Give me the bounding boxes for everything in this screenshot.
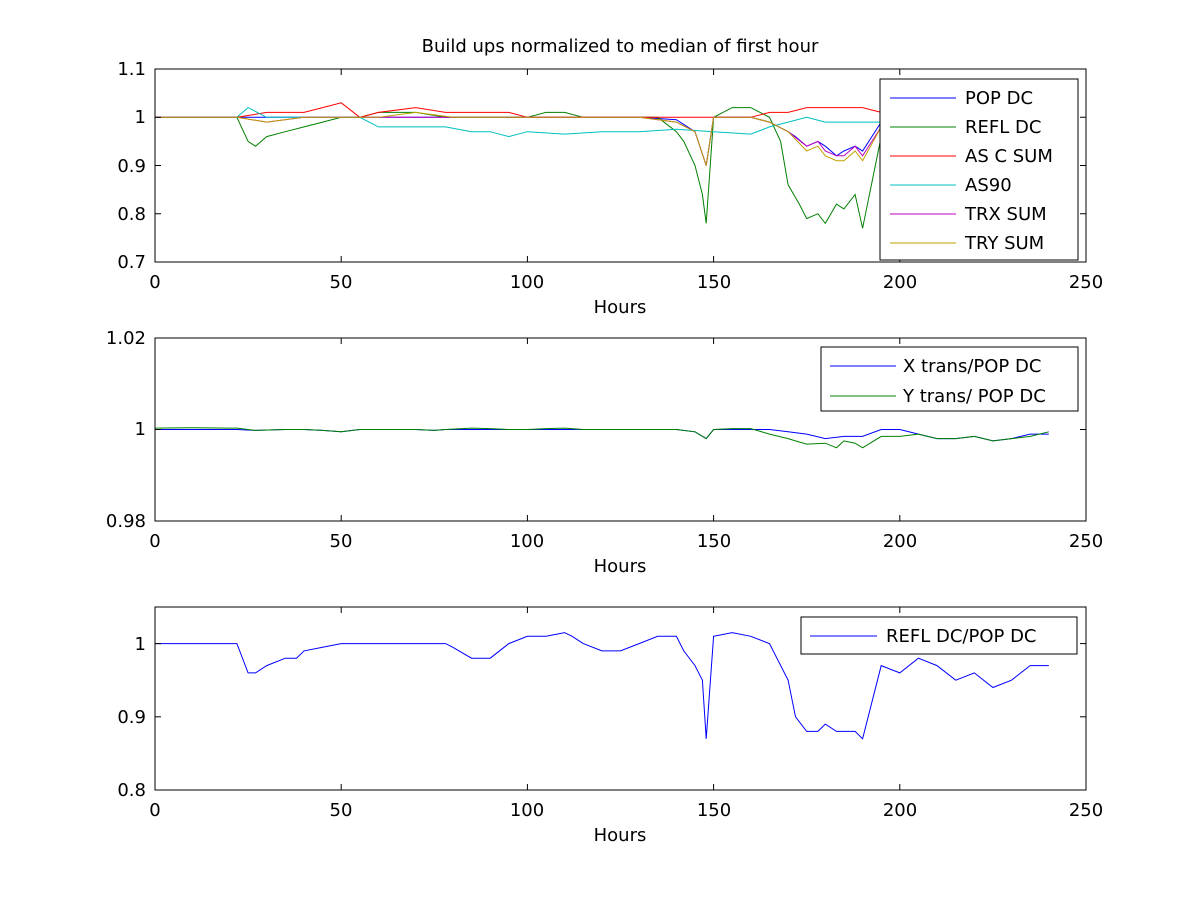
plot1-xtick-label: 250 [1069, 272, 1103, 293]
plot2-frame [154, 337, 1087, 522]
plot3-ytick-label: 0.8 [117, 780, 146, 801]
plot3-yticks: 0.8 0.9 1 [117, 634, 146, 801]
plot3-xlabel: Hours [594, 825, 647, 846]
plot2-area [155, 427, 1049, 449]
plot1-legend-label: AS C SUM [965, 146, 1053, 167]
plot1: Hours 0 50 100 150 200 250 0.7 0.8 0.9 1… [117, 59, 1103, 318]
plot1-ytick-label: 0.8 [117, 204, 146, 225]
plot2-xtick-label: 200 [883, 531, 917, 552]
plot3-xtick-label: 150 [697, 800, 731, 821]
plot1-legend-label: AS90 [965, 175, 1012, 196]
plot1-xtick-label: 100 [510, 272, 544, 293]
plot1-ytick-label: 1 [135, 107, 146, 128]
plot2: Hours 0 50 100 150 200 250 0.98 1 1.02 X… [106, 328, 1103, 577]
plot2-ytick-label: 0.98 [106, 511, 146, 532]
plot1-series-6 [155, 111, 901, 166]
plot2-legend-items [830, 365, 896, 397]
plot3-ytick-label: 1 [135, 634, 146, 655]
plot3-xtick-label: 250 [1069, 800, 1103, 821]
plot1-xtick-label: 0 [149, 272, 160, 293]
plot1-xlabel: Hours [594, 297, 647, 318]
plot1-legend-label: REFL DC [965, 117, 1041, 138]
plot2-ytick-label: 1.02 [106, 328, 146, 349]
plot1-ytick-label: 0.7 [117, 252, 146, 273]
plot2-xtick-label: 0 [149, 531, 160, 552]
plot2-legend: X trans/POP DC Y trans/ POP DC [820, 346, 1079, 412]
plot3-legend: REFL DC/POP DC [800, 616, 1078, 655]
plot1-legend-label: TRY SUM [964, 233, 1044, 254]
plot1-legend-box [879, 78, 1079, 261]
plot1-legend: POP DC REFL DC AS C SUM AS90 TRX SUM TRY… [879, 78, 1079, 261]
plot1-frame [154, 68, 1087, 263]
plot1-series-5 [155, 116, 901, 166]
plot1-series-4 [155, 106, 900, 138]
plot2-legend-box [820, 346, 1079, 412]
plot1-ytick-label: 0.9 [117, 156, 146, 177]
plot2-series-1 [155, 429, 1049, 442]
plot1-series-2 [155, 107, 901, 229]
plot2-xticks: 0 50 100 150 200 250 [149, 531, 1103, 552]
plot1-legend-items [890, 97, 956, 244]
plot1-xticks: 0 50 100 150 200 250 [149, 272, 1103, 293]
plot2-ytick-label: 1 [135, 419, 146, 440]
plot1-xtick-label: 150 [697, 272, 731, 293]
plot3-area [155, 632, 1049, 740]
plot1-legend-label: TRX SUM [964, 204, 1047, 225]
plot2-xtick-label: 250 [1069, 531, 1103, 552]
plot3-xtick-label: 50 [330, 800, 353, 821]
plot2-legend-label: X trans/POP DC [903, 356, 1041, 377]
plot1-xtick-label: 200 [883, 272, 917, 293]
plot2-xlabel: Hours [594, 556, 647, 577]
plot3-ytick-label: 0.9 [117, 707, 146, 728]
plot3-xtick-label: 0 [149, 800, 160, 821]
plot1-ytick-label: 1.1 [117, 59, 146, 80]
plot2-yticks: 0.98 1 1.02 [106, 328, 146, 532]
plot3-legend-label: REFL DC/POP DC [886, 626, 1037, 647]
plot1-xtick-label: 50 [330, 272, 353, 293]
plot2-xtick-label: 150 [697, 531, 731, 552]
plot3: Hours 0 50 100 150 200 250 0.8 0.9 1 REF… [117, 606, 1103, 846]
plot3-frame [154, 606, 1087, 791]
plot1-title: Build ups normalized to median of first … [422, 36, 819, 57]
plot3-series-1 [155, 632, 1049, 740]
plot2-legend-label: Y trans/ POP DC [902, 386, 1046, 407]
plot2-xtick-label: 100 [510, 531, 544, 552]
plot1-area [155, 102, 901, 229]
plot1-series-3 [155, 102, 900, 118]
plot3-xticks: 0 50 100 150 200 250 [149, 800, 1103, 821]
plot1-yticks: 0.7 0.8 0.9 1 1.1 [117, 59, 146, 273]
plot3-xtick-label: 100 [510, 800, 544, 821]
plot2-xtick-label: 50 [330, 531, 353, 552]
plot1-series-1 [155, 116, 900, 166]
plot3-xtick-label: 200 [883, 800, 917, 821]
plot1-legend-label: POP DC [965, 88, 1033, 109]
plot2-series-2 [155, 427, 1049, 449]
